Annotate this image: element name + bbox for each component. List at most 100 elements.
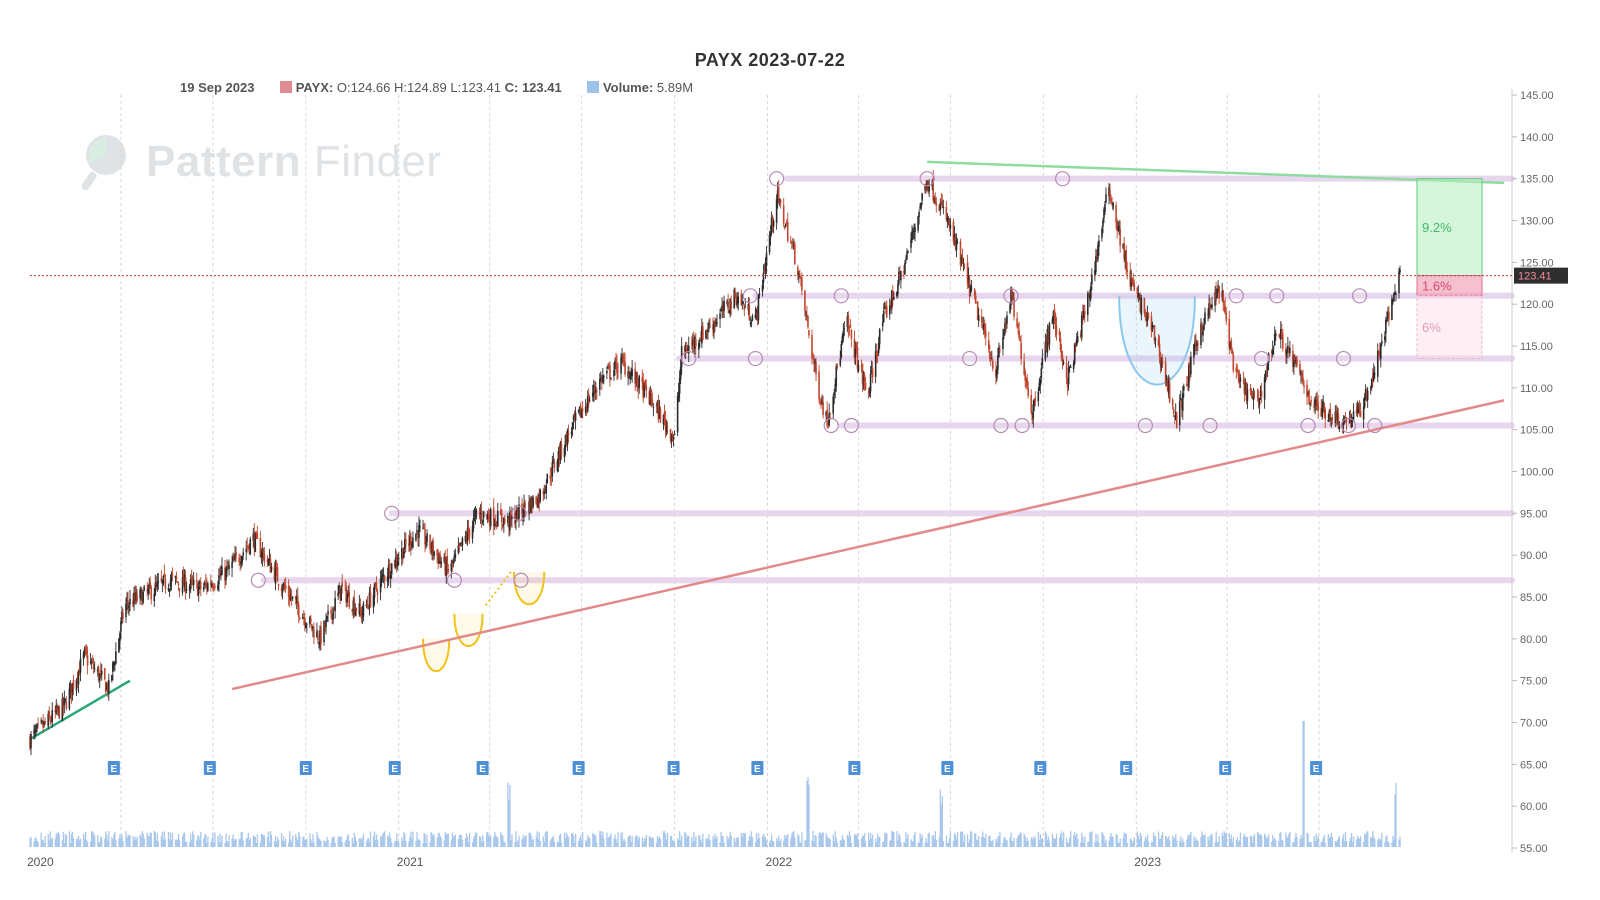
volume-bar (1288, 833, 1290, 847)
candle-body (338, 585, 340, 594)
volume-bar (438, 832, 440, 847)
candle-body (1359, 411, 1362, 418)
candle-body (1356, 409, 1359, 412)
volume-bar (1224, 833, 1226, 847)
volume-bar (72, 837, 75, 847)
candle-body (832, 396, 835, 414)
volume-bar (54, 838, 56, 847)
candle-body (1082, 310, 1085, 319)
volume-bar (1380, 839, 1382, 847)
candle-body (847, 315, 850, 329)
volume-bar (1051, 833, 1054, 847)
candle-body (1217, 285, 1219, 289)
candle-body (388, 563, 391, 578)
volume-bar (730, 835, 732, 847)
projection-label-target: 9.2% (1422, 220, 1452, 235)
volume-bar (1200, 836, 1202, 847)
volume-bar (1352, 836, 1355, 847)
candle-body (1089, 294, 1091, 300)
volume-bar (475, 832, 478, 847)
volume-bar (610, 832, 612, 847)
candle-body (1246, 389, 1249, 401)
volume-bar (542, 836, 544, 847)
volume-bar (1118, 842, 1120, 847)
candle-body (900, 270, 902, 281)
volume-bar (614, 834, 616, 847)
candle-body (959, 241, 962, 266)
candle-body (306, 624, 308, 626)
volume-bar (47, 834, 49, 847)
y-tick-label: 105.00 (1520, 425, 1554, 437)
candle-body (1012, 298, 1014, 300)
candle-body (1204, 312, 1206, 324)
volume-bar (825, 832, 827, 847)
volume-bar (1166, 837, 1168, 847)
volume-bar (426, 834, 428, 847)
volume-bar (277, 839, 280, 847)
volume-bar (737, 837, 739, 847)
candle-body (261, 550, 264, 558)
candle-body (984, 331, 987, 337)
candle-body (1277, 335, 1280, 337)
candle-body (297, 604, 300, 617)
volume-bar (1295, 832, 1297, 847)
candle-body (1207, 313, 1209, 315)
candle-body (1302, 377, 1304, 385)
volume-bar (1183, 841, 1185, 847)
candle-body (751, 315, 754, 321)
volume-bar (1257, 833, 1260, 847)
volume-bar (118, 838, 120, 847)
candle-body (118, 638, 120, 653)
candle-body (1006, 315, 1008, 324)
volume-bar (1249, 835, 1252, 847)
candle-body (132, 600, 134, 607)
volume-bar (778, 835, 780, 847)
candle-body (389, 575, 392, 579)
volume-bar (645, 834, 647, 847)
cup-pattern-fill (423, 638, 450, 672)
candle-body (464, 535, 467, 542)
candle-body (1345, 417, 1348, 422)
volume-bar (474, 832, 477, 847)
volume-bar (1116, 834, 1118, 847)
volume-bar (1152, 832, 1155, 847)
volume-bar (793, 831, 795, 847)
volume-bar (183, 832, 186, 847)
candle-body (351, 609, 354, 612)
candle-body (584, 406, 587, 413)
candle-body (1096, 256, 1098, 257)
volume-bar (772, 841, 775, 847)
candle-body (1193, 344, 1195, 358)
volume-bar (705, 838, 707, 847)
volume-bar (1300, 834, 1302, 847)
volume-bar (452, 835, 455, 847)
candle-body (523, 503, 525, 518)
volume-bar (1140, 835, 1143, 847)
candle-body (240, 561, 242, 565)
candle-body (62, 697, 65, 708)
candle-body (447, 568, 450, 573)
candle-body (129, 598, 131, 605)
volume-bar (1381, 832, 1383, 847)
earnings-marker-label: E (944, 764, 951, 775)
volume-bar (249, 837, 251, 847)
volume-bar (147, 835, 149, 847)
candle-body (722, 308, 724, 313)
volume-bar (405, 840, 407, 847)
candle-body (61, 698, 64, 721)
volume-bar (822, 832, 824, 847)
candle-body (1152, 325, 1155, 327)
candle-body (40, 720, 42, 722)
candle-body (862, 376, 865, 382)
volume-bar (1101, 831, 1103, 847)
candle-body (90, 662, 93, 664)
volume-bar (1069, 837, 1071, 847)
candle-body (204, 582, 207, 584)
pivot-circle (833, 288, 849, 304)
volume-bar (1137, 835, 1140, 847)
candle-body (846, 316, 849, 327)
volume-bar (877, 833, 879, 847)
volume-bar (460, 834, 463, 847)
candle-body (1009, 304, 1011, 313)
